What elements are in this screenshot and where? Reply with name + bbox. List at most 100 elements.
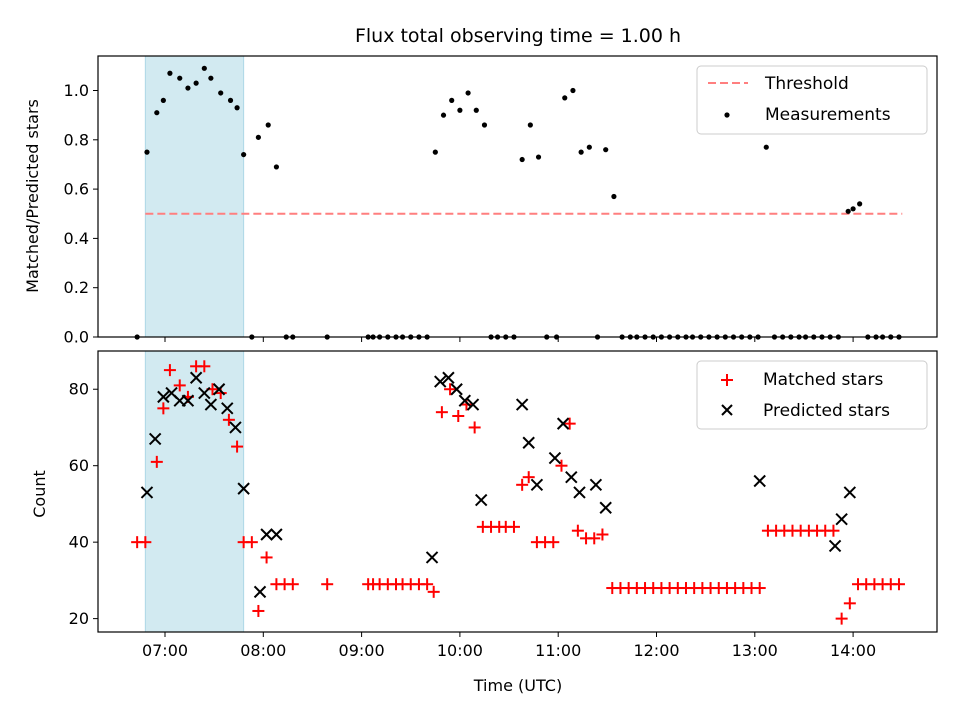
matched-point bbox=[843, 597, 856, 610]
measurement-point bbox=[440, 112, 447, 118]
predicted-point bbox=[204, 398, 218, 411]
measurement-point bbox=[273, 164, 280, 170]
predicted-point bbox=[260, 528, 273, 541]
matched-point bbox=[460, 398, 473, 411]
top-ytick-label: 0.0 bbox=[64, 328, 89, 347]
matched-point bbox=[427, 585, 440, 598]
xtick-label: 10:00 bbox=[437, 641, 483, 660]
predicted-point bbox=[253, 585, 267, 599]
measurement-point bbox=[457, 107, 463, 113]
matched-point bbox=[435, 406, 448, 419]
matched-point bbox=[571, 524, 584, 537]
top-ytick-label: 0.4 bbox=[64, 229, 89, 248]
matched-point bbox=[835, 612, 848, 625]
matched-point bbox=[139, 536, 152, 549]
matched-point bbox=[452, 409, 465, 422]
xtick-label: 13:00 bbox=[732, 641, 778, 660]
matched-point bbox=[222, 413, 235, 426]
measurement-point bbox=[535, 154, 542, 160]
xtick-label: 14:00 bbox=[830, 641, 876, 660]
bot-ytick-label: 80 bbox=[69, 380, 89, 399]
measurement-point bbox=[241, 151, 247, 158]
series-predicted-stars bbox=[140, 371, 857, 599]
measurement-point bbox=[193, 80, 199, 86]
xtick-label: 08:00 bbox=[240, 641, 286, 660]
predicted-point bbox=[221, 402, 234, 415]
bot-ytick-label: 60 bbox=[69, 456, 89, 475]
measurement-point bbox=[763, 144, 769, 150]
predicted-point bbox=[148, 432, 162, 446]
measurement-point bbox=[234, 105, 240, 111]
legend-threshold-label: Threshold bbox=[764, 74, 849, 94]
matched-point bbox=[892, 578, 905, 591]
predicted-point bbox=[442, 371, 455, 384]
matched-point bbox=[321, 578, 334, 591]
predicted-point bbox=[466, 398, 480, 411]
matched-point bbox=[555, 459, 568, 472]
matched-point bbox=[547, 536, 560, 549]
measurement-point bbox=[154, 110, 160, 116]
predicted-point bbox=[474, 493, 488, 507]
top-ytick-label: 0.8 bbox=[64, 130, 89, 149]
matched-point bbox=[588, 532, 601, 545]
bottom-xlabel: Time (UTC) bbox=[473, 676, 562, 695]
predicted-point bbox=[573, 486, 586, 499]
measurement-point bbox=[432, 149, 438, 155]
xtick-label: 11:00 bbox=[535, 641, 581, 660]
matched-point bbox=[516, 478, 529, 491]
predicted-point bbox=[530, 478, 544, 492]
matched-point bbox=[198, 360, 211, 373]
measurement-point bbox=[611, 193, 617, 200]
predicted-point bbox=[237, 482, 250, 495]
measurement-point bbox=[850, 206, 856, 212]
measurement-point bbox=[845, 208, 851, 214]
predicted-point bbox=[434, 375, 447, 388]
bottom-panel-frame bbox=[97, 350, 938, 633]
measurement-point bbox=[255, 134, 261, 140]
measurement-point bbox=[185, 85, 191, 91]
measurement-point bbox=[449, 97, 455, 103]
measurement-point bbox=[208, 75, 214, 81]
predicted-point bbox=[599, 501, 612, 514]
series-matched-stars bbox=[131, 360, 905, 625]
top-ylabel: Matched/Predicted stars bbox=[23, 99, 42, 293]
measurement-point bbox=[570, 87, 576, 94]
predicted-point bbox=[548, 451, 562, 465]
chart-title: Flux total observing time = 1.00 h bbox=[355, 25, 681, 47]
measurement-point bbox=[527, 122, 533, 128]
predicted-point bbox=[458, 394, 472, 407]
bottom-legend-box bbox=[696, 360, 928, 430]
predicted-point bbox=[270, 528, 283, 541]
xtick-label: 07:00 bbox=[142, 641, 188, 660]
matched-point bbox=[157, 402, 170, 415]
predicted-point bbox=[140, 486, 154, 499]
matched-point bbox=[163, 364, 176, 377]
measurement-point bbox=[265, 122, 271, 128]
predicted-point bbox=[835, 513, 848, 526]
measurement-point bbox=[218, 90, 224, 96]
legend-measurements-label: Measurements bbox=[765, 105, 891, 125]
predicted-point bbox=[753, 474, 766, 488]
measurement-point bbox=[562, 95, 568, 101]
bottom-ylabel: Count bbox=[30, 470, 49, 518]
top-panel-frame bbox=[97, 55, 938, 338]
predicted-point bbox=[843, 486, 857, 499]
matched-point bbox=[245, 536, 258, 549]
predicted-point bbox=[515, 398, 529, 411]
predicted-point bbox=[229, 421, 242, 434]
top-ytick-label: 1.0 bbox=[64, 81, 89, 100]
bottom-panel: 20 40 60 80 07:00 08:00 09:00 10:00 11:00 12:00 1… bbox=[30, 350, 938, 695]
predicted-point bbox=[212, 383, 226, 396]
legend-matched-label: Matched stars bbox=[763, 370, 883, 390]
matched-point bbox=[173, 379, 186, 392]
legend-predicted-label: Predicted stars bbox=[763, 401, 890, 421]
predicted-point bbox=[198, 386, 211, 400]
predicted-point bbox=[522, 436, 535, 449]
predicted-point bbox=[425, 551, 439, 564]
predicted-point bbox=[157, 390, 170, 404]
legend-predicted-swatch bbox=[721, 404, 733, 416]
measurement-point bbox=[177, 75, 183, 81]
matched-point bbox=[260, 551, 273, 564]
matched-point bbox=[753, 582, 766, 595]
